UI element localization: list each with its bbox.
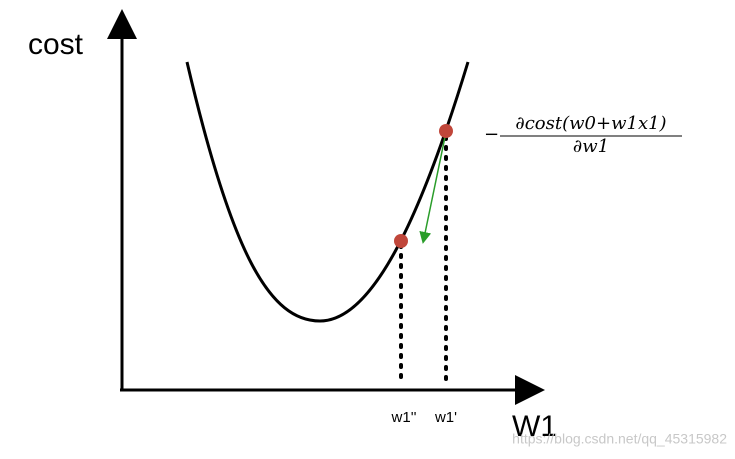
cost-curve	[185, 61, 470, 323]
formula-numerator: ∂cost(w0+w1x1)	[515, 113, 666, 134]
gradient-arrow	[419, 136, 446, 244]
point-label: w1''	[391, 409, 417, 426]
y-axis-label: cost	[28, 28, 84, 61]
formula-denominator: ∂w1	[573, 136, 609, 157]
watermark: https://blog.csdn.net/qq_45315982	[512, 431, 727, 447]
formula-sign: −	[484, 124, 499, 145]
point	[394, 234, 408, 248]
point-label: w1'	[434, 409, 457, 426]
point	[439, 124, 453, 138]
x-axis-label: W1	[512, 410, 557, 443]
